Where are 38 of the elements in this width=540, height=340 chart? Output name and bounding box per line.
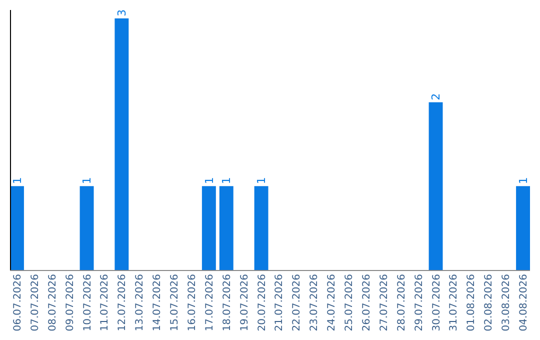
- x-tick-label: 18.07.2026: [222, 274, 233, 332]
- x-tick-label: 01.08.2026: [466, 274, 478, 332]
- x-tick-label: 21.07.2026: [274, 274, 286, 332]
- x-tick-label: 06.07.2026: [12, 274, 24, 332]
- x-tick-label: 25.07.2026: [344, 274, 356, 332]
- x-tick-label: 15.07.2026: [170, 274, 181, 332]
- x-tick-label: 23.07.2026: [309, 274, 320, 332]
- x-tick-label: 04.08.2026: [518, 274, 530, 332]
- x-tick-label: 26.07.2026: [361, 274, 372, 332]
- data-label: 1: [10, 177, 24, 184]
- data-label: 3: [116, 9, 129, 16]
- x-tick-label: 19.07.2026: [239, 274, 250, 332]
- data-label: 1: [202, 177, 216, 184]
- x-tick-label: 08.07.2026: [47, 274, 58, 332]
- x-tick-label: 20.07.2026: [256, 274, 268, 332]
- data-label: 1: [516, 177, 530, 184]
- x-tick-label: 03.08.2026: [501, 274, 512, 332]
- x-tick-label: 13.07.2026: [134, 274, 146, 332]
- x-tick-label: 09.07.2026: [64, 274, 76, 332]
- x-tick-label: 30.07.2026: [431, 274, 442, 332]
- x-tick-label: 16.07.2026: [186, 274, 198, 332]
- x-tick-label: 24.07.2026: [326, 274, 338, 332]
- x-tick-label: 29.07.2026: [414, 274, 425, 332]
- x-tick-label: 31.07.2026: [448, 274, 460, 332]
- x-tick-label: 22.07.2026: [292, 274, 303, 332]
- x-tick-label: 07.07.2026: [30, 274, 41, 332]
- x-tick-label: 14.07.2026: [152, 274, 164, 332]
- x-tick-label: 12.07.2026: [117, 274, 128, 332]
- x-tick-label: 28.07.2026: [396, 274, 408, 332]
- x-tick-label: 11.07.2026: [100, 274, 111, 332]
- data-label: 1: [80, 177, 94, 184]
- x-tick-label: 17.07.2026: [204, 274, 216, 332]
- x-tick-label: 10.07.2026: [82, 274, 94, 332]
- data-label: 1: [255, 177, 268, 184]
- data-label: 1: [220, 177, 234, 184]
- x-tick-label: 27.07.2026: [378, 274, 390, 332]
- data-label: 2: [430, 93, 443, 100]
- x-tick-label: 02.08.2026: [484, 274, 495, 332]
